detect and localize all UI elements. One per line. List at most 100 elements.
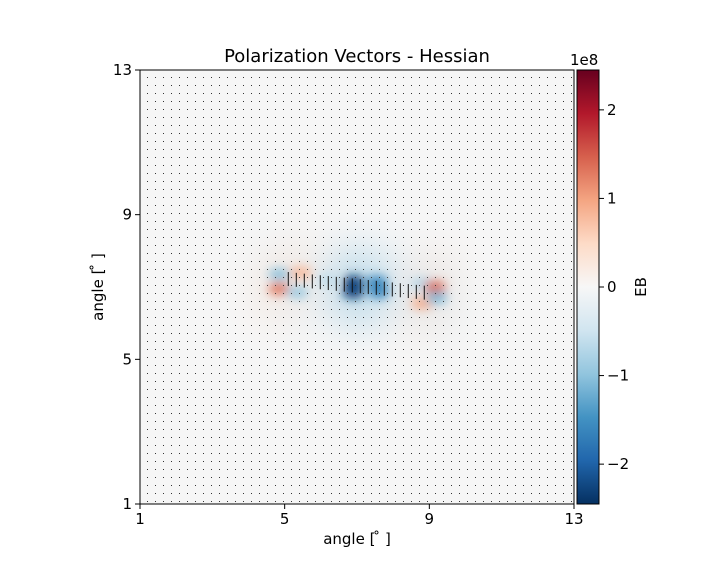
vector-dot: [235, 189, 236, 190]
vector-dot: [475, 485, 476, 486]
vector-dot: [571, 453, 572, 454]
vector-dot: [347, 117, 348, 118]
vector-dot: [227, 245, 228, 246]
vector-dot: [427, 437, 428, 438]
vector-dot: [299, 245, 300, 246]
vector-dot: [323, 149, 324, 150]
vector-dot: [235, 93, 236, 94]
vector-dot: [267, 213, 268, 214]
vector-dot: [331, 149, 332, 150]
vector-dot: [219, 405, 220, 406]
vector-dot: [203, 149, 204, 150]
vector-dot: [307, 141, 308, 142]
vector-dot: [387, 77, 388, 78]
vector-dot: [299, 157, 300, 158]
vector-dot: [251, 421, 252, 422]
vector-dot: [331, 93, 332, 94]
vector-dot: [451, 77, 452, 78]
vector-dot: [235, 309, 236, 310]
vector-dot: [507, 189, 508, 190]
vector-dot: [539, 325, 540, 326]
vector-dot: [291, 309, 292, 310]
vector-dot: [491, 181, 492, 182]
vector-dot: [443, 181, 444, 182]
vector-dot: [331, 181, 332, 182]
vector-dot: [355, 309, 356, 310]
vector-dot: [235, 237, 236, 238]
vector-dot: [307, 469, 308, 470]
vector-dot: [203, 325, 204, 326]
vector-dot: [307, 389, 308, 390]
vector-dot: [435, 493, 436, 494]
vector-dot: [291, 429, 292, 430]
vector-dot: [451, 445, 452, 446]
vector-dot: [203, 117, 204, 118]
vector-dot: [275, 501, 276, 502]
vector-dot: [515, 181, 516, 182]
vector-dot: [443, 245, 444, 246]
vector-dot: [467, 325, 468, 326]
vector-dot: [403, 77, 404, 78]
vector-dot: [363, 101, 364, 102]
vector-dot: [347, 333, 348, 334]
vector-dot: [467, 277, 468, 278]
vector-dot: [379, 109, 380, 110]
vector-dot: [355, 461, 356, 462]
vector-dot: [539, 301, 540, 302]
vector-dot: [315, 317, 316, 318]
vector-dot: [227, 421, 228, 422]
vector-dot: [283, 85, 284, 86]
vector-dot: [299, 325, 300, 326]
vector-dot: [339, 77, 340, 78]
vector-dot: [403, 229, 404, 230]
vector-dot: [331, 501, 332, 502]
vector-dot: [235, 349, 236, 350]
vector-dot: [363, 117, 364, 118]
vector-dot: [195, 93, 196, 94]
vector-dot: [187, 261, 188, 262]
vector-dot: [539, 157, 540, 158]
vector-dot: [243, 381, 244, 382]
vector-dot: [507, 85, 508, 86]
vector-dot: [459, 381, 460, 382]
vector-dot: [419, 469, 420, 470]
vector-dot: [467, 157, 468, 158]
vector-dot: [275, 349, 276, 350]
vector-dot: [403, 117, 404, 118]
vector-dot: [323, 197, 324, 198]
vector-dot: [179, 117, 180, 118]
vector-dot: [475, 117, 476, 118]
vector-dot: [387, 213, 388, 214]
vector-dot: [475, 437, 476, 438]
vector-dot: [539, 149, 540, 150]
vector-dot: [515, 341, 516, 342]
x-tick-label: 13: [564, 510, 583, 528]
vector-dot: [347, 133, 348, 134]
vector-dot: [411, 453, 412, 454]
vector-dot: [179, 445, 180, 446]
vector-dot: [331, 253, 332, 254]
vector-dot: [155, 221, 156, 222]
vector-dot: [531, 261, 532, 262]
vector-dot: [259, 93, 260, 94]
vector-dot: [179, 229, 180, 230]
vector-dot: [395, 141, 396, 142]
vector-dot: [499, 109, 500, 110]
vector-dot: [259, 149, 260, 150]
vector-dot: [355, 285, 356, 286]
vector-dot: [275, 397, 276, 398]
vector-dot: [163, 269, 164, 270]
vector-dot: [187, 133, 188, 134]
vector-dot: [411, 77, 412, 78]
vector-dot: [235, 197, 236, 198]
vector-dot: [163, 357, 164, 358]
vector-dot: [163, 101, 164, 102]
colorbar-tick-label: −2: [607, 455, 629, 473]
vector-dot: [267, 173, 268, 174]
vector-dot: [291, 437, 292, 438]
vector-dot: [451, 413, 452, 414]
vector-dot: [523, 397, 524, 398]
vector-dot: [571, 165, 572, 166]
vector-dot: [243, 85, 244, 86]
vector-dot: [467, 181, 468, 182]
